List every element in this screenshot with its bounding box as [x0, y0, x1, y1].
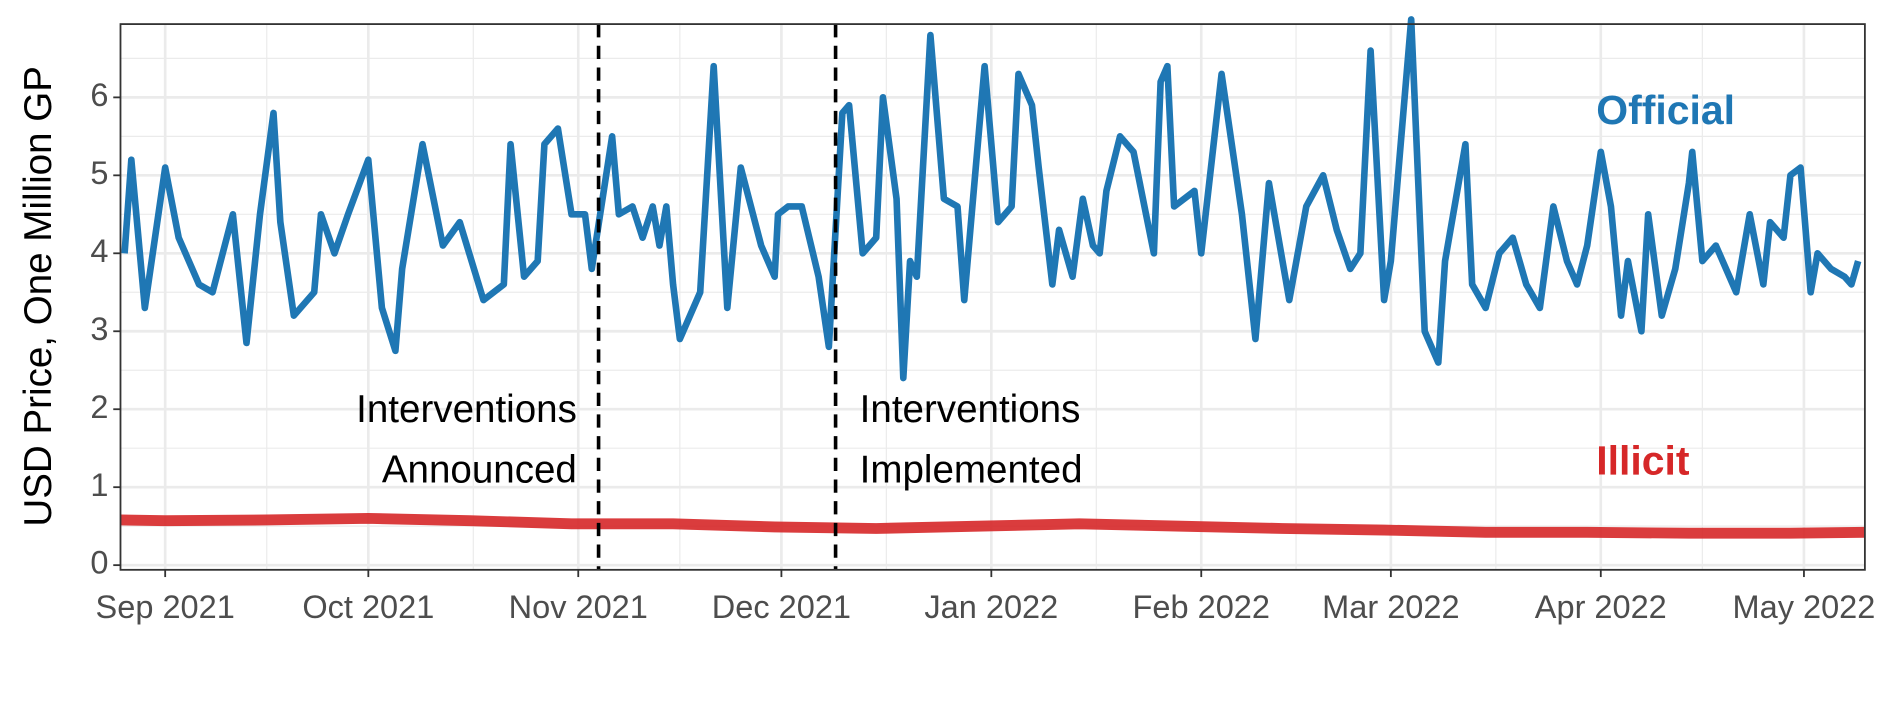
event-label: Interventions: [356, 388, 577, 431]
y-tick-label: 3: [90, 311, 108, 347]
x-tick-label: Sep 2021: [96, 589, 235, 625]
y-tick-label: 6: [90, 77, 108, 113]
y-tick-label: 1: [90, 467, 108, 503]
plot-border: [119, 23, 1866, 571]
x-tick-label: Nov 2021: [509, 589, 648, 625]
y-tick-label: 2: [90, 389, 108, 425]
event-label: Interventions: [860, 388, 1081, 431]
x-tick-label: Feb 2022: [1133, 589, 1270, 625]
series-label: Illicit: [1596, 438, 1690, 484]
y-tick-label: 4: [90, 233, 108, 269]
series-label: Official: [1596, 87, 1735, 133]
x-tick-label: Dec 2021: [712, 589, 851, 625]
series-line: [120, 512, 1865, 539]
series-line: [121, 16, 1862, 382]
x-tick-label: Apr 2022: [1535, 589, 1667, 625]
y-tick-label: 0: [90, 545, 108, 581]
event-label: Implemented: [860, 448, 1083, 491]
x-tick-label: Oct 2021: [302, 589, 434, 625]
x-tick-label: Mar 2022: [1322, 589, 1459, 625]
event-label: Announced: [382, 448, 577, 491]
x-tick-label: May 2022: [1733, 589, 1876, 625]
x-tick-label: Jan 2022: [924, 589, 1058, 625]
y-axis-title: USD Price, One Million GP: [17, 66, 60, 527]
y-tick-label: 5: [90, 155, 108, 191]
